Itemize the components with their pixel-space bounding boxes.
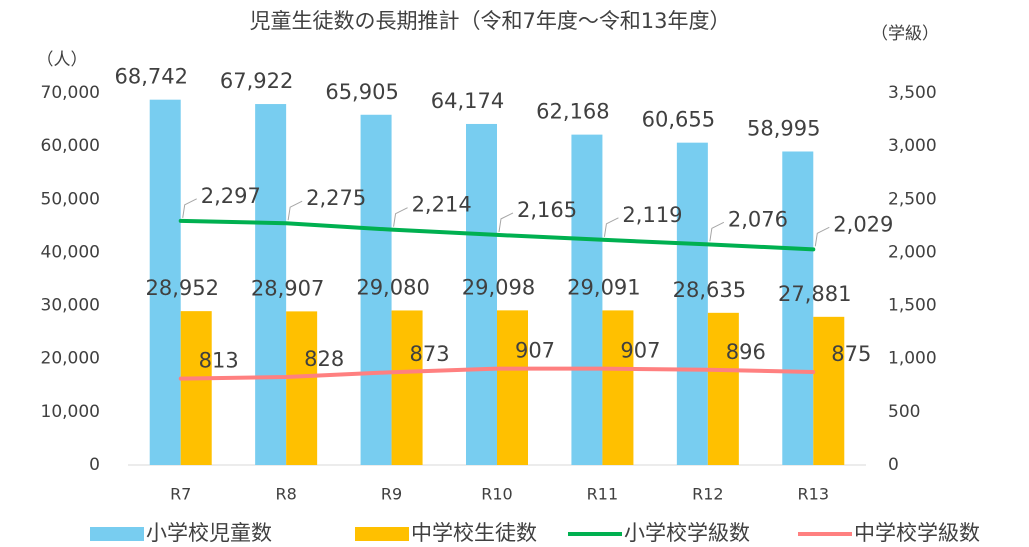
data-label: 875 [831,342,871,366]
leader-line [182,198,197,218]
data-label: 2,297 [201,184,261,208]
data-label: 68,742 [114,65,187,89]
data-label: 58,995 [747,116,820,140]
data-label: 2,165 [517,198,577,222]
line-series [178,218,816,252]
bar [813,316,845,465]
data-label: 2,029 [833,212,893,236]
legend-label: 中学校生徒数 [411,521,537,545]
y2-tick-label: 3,500 [888,83,937,103]
y-tick-label: 50,000 [41,189,100,209]
bar [286,311,318,465]
bar [391,310,423,465]
y2-tick-label: 1,500 [888,296,937,316]
bar [466,123,497,465]
y-tick-label: 10,000 [41,402,100,422]
x-tick-label: R10 [481,485,512,504]
bar [497,310,528,465]
bar [149,99,181,466]
bar [707,312,739,465]
data-label: 60,655 [642,108,715,132]
y-axis-title: （人） [37,50,88,70]
leader-line [393,207,408,227]
y-tick-label: 60,000 [41,136,100,156]
legend-label: 小学校学級数 [624,521,750,545]
data-label: 813 [199,349,239,373]
y2-tick-label: 500 [888,402,920,422]
legend-swatch [355,527,409,541]
y2-tick-label: 2,500 [888,189,937,209]
y-tick-label: 70,000 [41,83,100,103]
data-label: 64,174 [431,89,504,113]
legend-swatch [90,527,144,541]
leader-line [287,200,303,221]
data-label: 28,907 [251,276,324,300]
y2-tick-label: 3,000 [888,136,937,156]
data-label: 873 [410,342,450,366]
leader-line [709,221,725,242]
y-tick-label: 0 [89,455,100,475]
y2-tick-label: 1,000 [888,349,937,369]
x-tick-label: R13 [798,485,829,504]
data-label: 2,076 [728,207,788,231]
bar [782,151,814,466]
data-label: 2,275 [306,186,366,210]
legend-label: 小学校児童数 [146,521,272,545]
y-tick-label: 30,000 [41,296,100,316]
data-label: 27,881 [778,282,851,306]
y-tick-label: 40,000 [41,242,100,262]
data-label: 2,214 [412,193,472,217]
x-tick-label: R12 [692,485,723,504]
bar [255,104,287,465]
leader-line [498,212,514,232]
data-label: 2,119 [622,203,682,227]
data-label: 896 [726,340,766,364]
bar [676,142,708,466]
data-label: 828 [304,347,344,371]
y-tick-label: 20,000 [41,349,100,369]
y2-tick-label: 0 [888,455,899,475]
y2-tick-label: 2,000 [888,242,937,262]
legend-label: 中学校学級数 [854,521,980,545]
x-tick-label: R11 [587,485,618,504]
y2-axis-title: （学級） [871,24,939,44]
data-label: 29,080 [356,275,429,299]
x-tick-label: R7 [170,485,191,504]
leader-line [814,226,830,247]
data-label: 62,168 [536,100,609,124]
data-label: 65,905 [325,80,398,104]
bar [180,311,212,465]
data-label: 29,098 [462,275,535,299]
bar [360,114,392,466]
data-label: 907 [515,339,555,363]
bar [571,134,603,465]
data-label: 28,952 [145,276,218,300]
bar [602,310,634,465]
data-label: 907 [620,339,660,363]
line-series [178,366,816,381]
data-label: 67,922 [220,69,293,93]
data-label: 28,635 [673,278,746,302]
x-tick-label: R8 [275,485,296,504]
leader-line [603,217,619,237]
x-tick-label: R9 [381,485,402,504]
data-label: 29,091 [567,275,640,299]
chart-title: 児童生徒数の長期推計（令和7年度～令和13年度） [249,9,730,33]
